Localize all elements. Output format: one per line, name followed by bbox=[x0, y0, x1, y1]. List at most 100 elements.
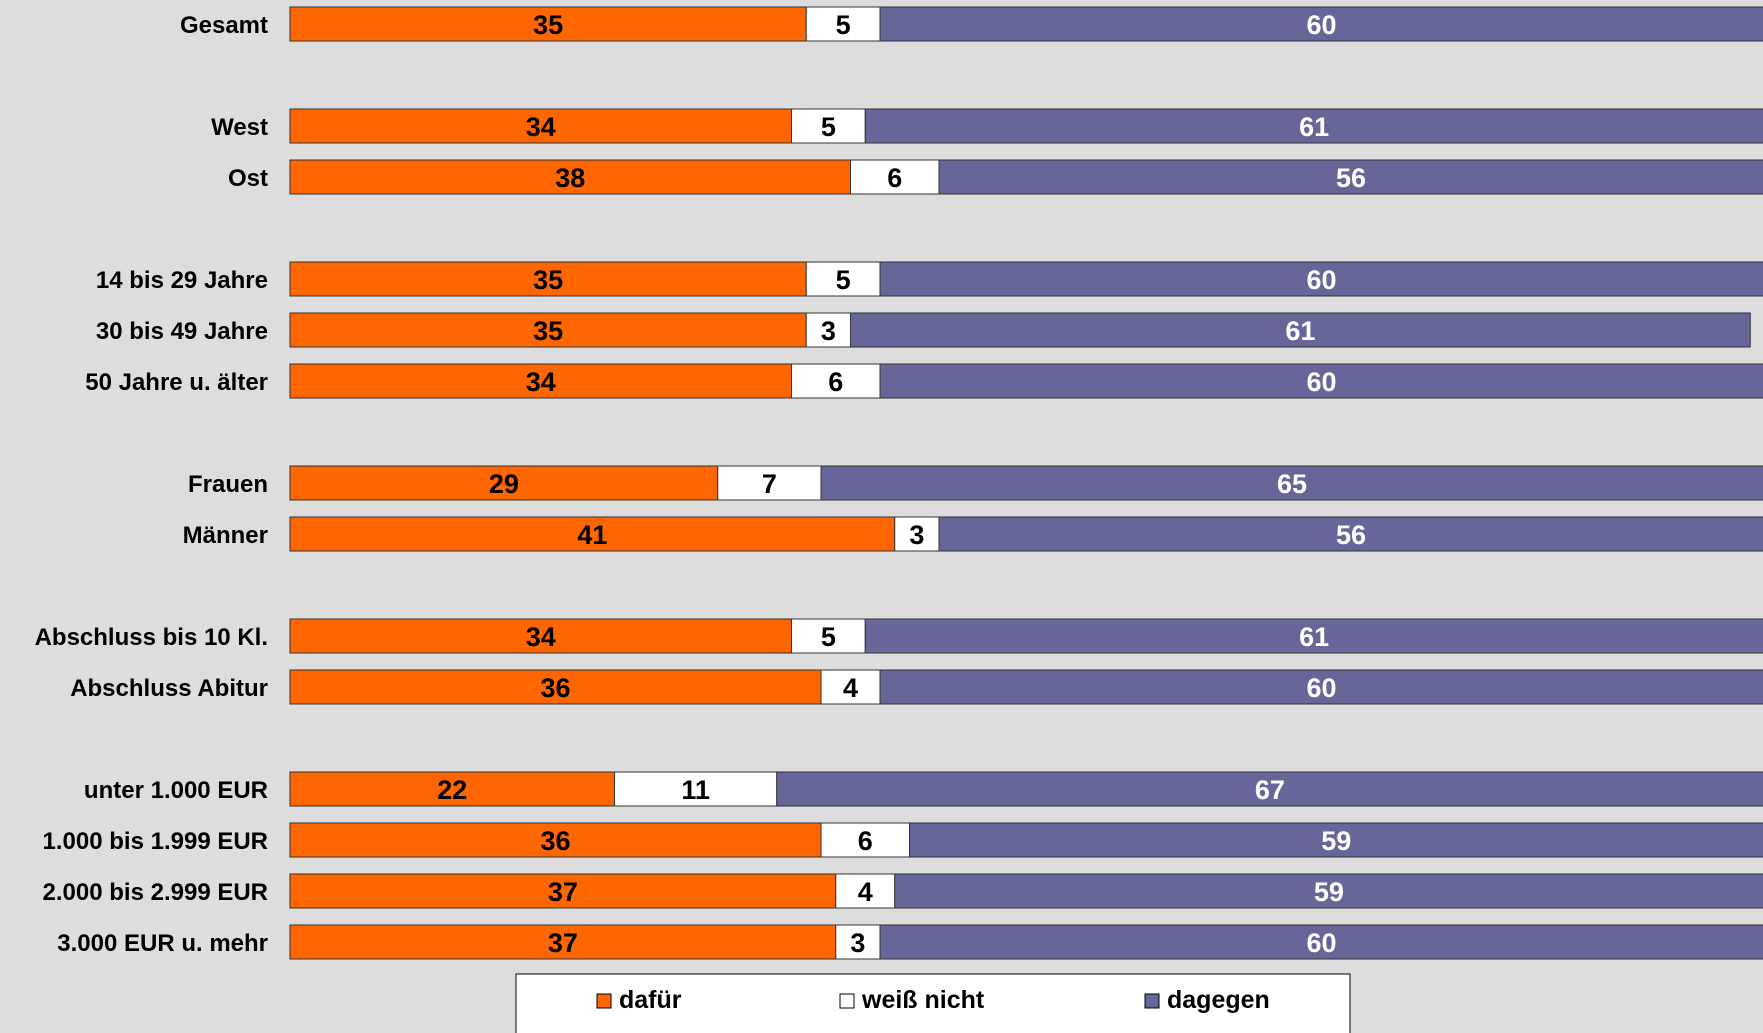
category-label: 30 bis 49 Jahre bbox=[96, 318, 268, 345]
bar-segment-dagegen bbox=[938, 159, 1763, 195]
bar-segment-dafuer bbox=[289, 363, 792, 399]
legend-swatch bbox=[1144, 993, 1160, 1009]
bar-segment-dagegen bbox=[894, 873, 1763, 909]
data-label: 60 bbox=[1306, 10, 1336, 40]
data-label: 60 bbox=[1306, 673, 1336, 703]
legend-label: weiß nicht bbox=[861, 986, 985, 1014]
data-label: 41 bbox=[577, 520, 607, 550]
data-label: 61 bbox=[1299, 112, 1329, 142]
bar-segment-dagegen bbox=[879, 261, 1763, 297]
category-label: Frauen bbox=[188, 471, 268, 498]
data-label: 37 bbox=[548, 928, 578, 958]
bar-segment-weiss-nicht bbox=[805, 312, 851, 348]
data-label: 29 bbox=[489, 469, 519, 499]
bar-segment-dafuer bbox=[289, 6, 807, 42]
bar-segment-dagegen bbox=[909, 822, 1763, 858]
bar-segment-dagegen bbox=[879, 6, 1763, 42]
bar-segment-weiss-nicht bbox=[805, 6, 881, 42]
data-label: 3 bbox=[821, 316, 836, 346]
data-label: 56 bbox=[1336, 520, 1366, 550]
data-label: 60 bbox=[1306, 928, 1336, 958]
data-label: 35 bbox=[533, 316, 563, 346]
bar-segment-dafuer bbox=[289, 516, 896, 552]
data-label: 22 bbox=[437, 775, 467, 805]
data-label: 59 bbox=[1321, 826, 1351, 856]
bar-segment-dagegen bbox=[850, 312, 1751, 348]
legend-swatch bbox=[596, 993, 612, 1009]
data-label: 65 bbox=[1277, 469, 1307, 499]
bar-segment-dagegen bbox=[879, 924, 1763, 960]
bar-segment-dagegen bbox=[820, 465, 1763, 501]
bar-segment-weiss-nicht bbox=[894, 516, 940, 552]
bar-segment-dafuer bbox=[289, 618, 792, 654]
bar-segment-dagegen bbox=[879, 669, 1763, 705]
data-label: 37 bbox=[548, 877, 578, 907]
data-label: 35 bbox=[533, 265, 563, 295]
data-label: 60 bbox=[1306, 367, 1336, 397]
data-label: 6 bbox=[828, 367, 843, 397]
data-label: 60 bbox=[1306, 265, 1336, 295]
data-label: 36 bbox=[540, 826, 570, 856]
bar-segment-dafuer bbox=[289, 108, 792, 144]
data-label: 5 bbox=[821, 622, 836, 652]
data-label: 38 bbox=[555, 163, 585, 193]
bar-segment-dafuer bbox=[289, 924, 837, 960]
legend-swatch bbox=[839, 993, 855, 1009]
data-label: 34 bbox=[526, 622, 556, 652]
data-label: 61 bbox=[1285, 316, 1315, 346]
bar-segment-weiss-nicht bbox=[791, 108, 866, 144]
bar-segment-dagegen bbox=[938, 516, 1763, 552]
data-label: 59 bbox=[1314, 877, 1344, 907]
data-label: 11 bbox=[681, 775, 710, 805]
category-label: Abschluss Abitur bbox=[70, 675, 268, 702]
data-label: 4 bbox=[843, 673, 858, 703]
data-label: 5 bbox=[821, 112, 836, 142]
data-label: 34 bbox=[526, 112, 556, 142]
data-label: 3 bbox=[909, 520, 924, 550]
data-label: 34 bbox=[526, 367, 556, 397]
bar-segment-dagegen bbox=[864, 108, 1763, 144]
data-label: 4 bbox=[858, 877, 873, 907]
bar-segment-weiss-nicht bbox=[820, 669, 881, 705]
data-label: 5 bbox=[836, 10, 851, 40]
bar-segment-dagegen bbox=[864, 618, 1763, 654]
bar-segment-dafuer bbox=[289, 465, 719, 501]
data-label: 36 bbox=[540, 673, 570, 703]
category-label: 14 bis 29 Jahre bbox=[96, 267, 268, 294]
data-label: 5 bbox=[836, 265, 851, 295]
bar-segment-dagegen bbox=[776, 771, 1763, 807]
bar-segment-dafuer bbox=[289, 873, 837, 909]
data-label: 6 bbox=[887, 163, 902, 193]
category-label: Ost bbox=[228, 165, 268, 192]
bar-segment-weiss-nicht bbox=[835, 873, 896, 909]
bar-segment-weiss-nicht bbox=[614, 771, 778, 807]
bar-segment-dafuer bbox=[289, 312, 807, 348]
data-label: 6 bbox=[858, 826, 873, 856]
data-label: 35 bbox=[533, 10, 563, 40]
category-label: Männer bbox=[183, 522, 268, 549]
bar-segment-dagegen bbox=[879, 363, 1763, 399]
category-label: Abschluss bis 10 Kl. bbox=[35, 624, 268, 651]
bar-segment-weiss-nicht bbox=[820, 822, 910, 858]
data-label: 7 bbox=[762, 469, 777, 499]
category-label: Gesamt bbox=[180, 12, 268, 39]
data-label: 56 bbox=[1336, 163, 1366, 193]
legend-label: dafür bbox=[619, 986, 682, 1014]
category-label: 50 Jahre u. älter bbox=[85, 369, 268, 396]
data-label: 3 bbox=[850, 928, 865, 958]
bar-segment-weiss-nicht bbox=[850, 159, 940, 195]
category-label: unter 1.000 EUR bbox=[84, 777, 268, 804]
legend-label: dagegen bbox=[1167, 986, 1270, 1014]
category-label: 1.000 bis 1.999 EUR bbox=[43, 828, 268, 855]
bar-segment-dafuer bbox=[289, 822, 822, 858]
bar-segment-dafuer bbox=[289, 261, 807, 297]
data-label: 61 bbox=[1299, 622, 1329, 652]
category-label: West bbox=[211, 114, 268, 141]
legend bbox=[515, 973, 1351, 1033]
category-label: 2.000 bis 2.999 EUR bbox=[43, 879, 268, 906]
bar-segment-dafuer bbox=[289, 669, 822, 705]
data-label: 67 bbox=[1255, 775, 1285, 805]
category-label: 3.000 EUR u. mehr bbox=[57, 930, 268, 957]
